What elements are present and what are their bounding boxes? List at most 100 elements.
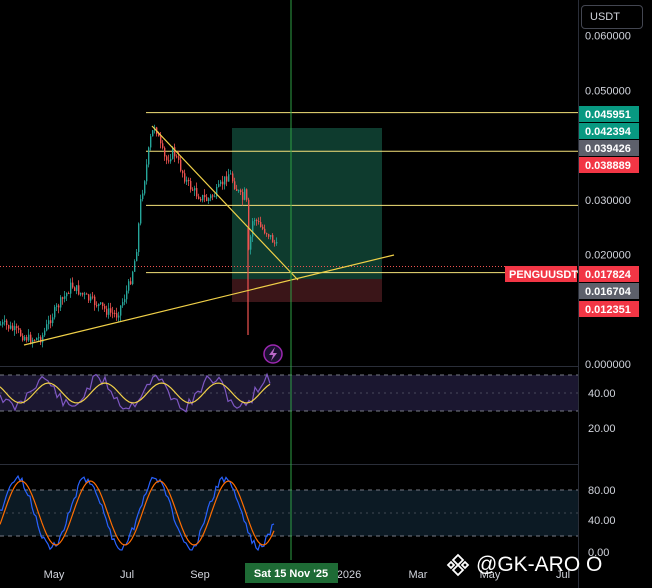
price-axis-label: 0.030000 [585,195,631,207]
candle-body [244,189,246,200]
candle-body [58,305,60,308]
candle-body [242,191,244,200]
candle-body [94,296,96,306]
candle-body [44,330,46,336]
currency-button-label: USDT [590,11,620,23]
candle-body [6,320,8,326]
candle-body [54,306,56,318]
long-position-profit-zone[interactable] [232,128,382,279]
candle-body [178,156,180,160]
candle-body [248,199,250,250]
candle-body [262,226,264,229]
long-position-loss-zone[interactable] [232,279,382,302]
rising-trend-line[interactable] [23,254,395,346]
price-axis-label: 0.050000 [585,85,631,97]
candle-body [72,282,74,288]
candle-body [164,147,166,157]
time-axis[interactable]: May Jul Sep 2026 Mar May Jul [44,569,570,581]
price-axis-label: 0.020000 [585,250,631,262]
candle-body [12,325,14,331]
candle-body [82,292,84,295]
candle-body [146,164,148,182]
candle-body [238,190,240,192]
watermark-text: @GK-ARO O [476,553,603,576]
candle-body [276,242,278,244]
candle-body [122,302,124,306]
price-tag-box [579,123,639,139]
candle-body [22,335,24,341]
candle-body [128,281,130,291]
candle-body [32,339,34,344]
falling-trend-line[interactable] [151,125,299,281]
candle-body [190,181,192,190]
price-tag-box [579,283,639,299]
candle-body [252,221,254,237]
candle-body [64,296,66,299]
candle-body [226,176,228,182]
candle-body [186,179,188,182]
candle-body [144,181,146,194]
candle-body [52,317,54,324]
candle-body [24,336,26,341]
candle-body [166,156,168,161]
price-tag-value: 0.017824 [585,269,632,281]
candle-body [80,292,82,295]
candle-body [26,336,28,341]
candle-body [148,147,150,165]
candle-body [96,305,98,307]
candle-body [220,181,222,184]
price-tag-box [579,106,639,122]
candle-body [74,287,76,291]
candle-body [104,306,106,309]
price-tag-box [579,266,639,282]
candle-body [10,325,12,329]
candle-body [204,195,206,198]
currency-button[interactable]: USDT [581,5,643,29]
rsi-axis-label: 20.00 [588,423,616,435]
candle-body [236,189,238,191]
candle-body [224,176,226,185]
candle-body [110,308,112,313]
candle-body [184,173,186,182]
candle-body [240,190,242,192]
candle-body [182,170,184,174]
candle-body [16,326,18,329]
candle-body [160,136,162,144]
crosshair-date-tag [245,563,338,583]
stoch-axis-label: 0.00 [588,547,609,559]
candle-body [0,324,2,326]
candle-body [230,173,232,175]
candle-body [38,337,40,339]
symbol-tag-box [505,266,577,282]
horizontal-levels[interactable] [146,112,578,274]
candle-body [264,228,266,234]
candle-body [88,294,90,301]
candle-body [114,312,116,314]
candle-body [214,196,216,198]
candle-body [170,158,172,162]
time-axis-label: Jul [120,569,134,581]
price-axis[interactable]: 0.060000 0.050000 0.030000 0.020000 0.000000 [585,31,631,371]
candle-body [50,320,52,324]
candle-body [212,195,214,197]
candle-body [28,334,30,341]
candle-body [168,160,170,162]
candle-body [228,174,230,182]
candle-body [192,189,194,191]
candle-body [70,282,72,294]
price-axis-label: 0.000000 [585,359,631,371]
candle-body [66,293,68,297]
lightning-icon[interactable] [263,344,283,364]
time-axis-label: May [480,569,501,581]
time-axis-label: May [44,569,65,581]
candle-body [34,339,36,341]
candle-body [222,181,224,185]
price-tag-value: 0.045951 [585,109,631,121]
candle-body [142,193,144,200]
stoch-axis-label: 40.00 [588,515,616,527]
candle-body [132,271,134,285]
symbol-tag-label: PENGUUSDT [509,269,578,281]
candle-body [138,223,140,253]
candle-body [188,179,190,182]
